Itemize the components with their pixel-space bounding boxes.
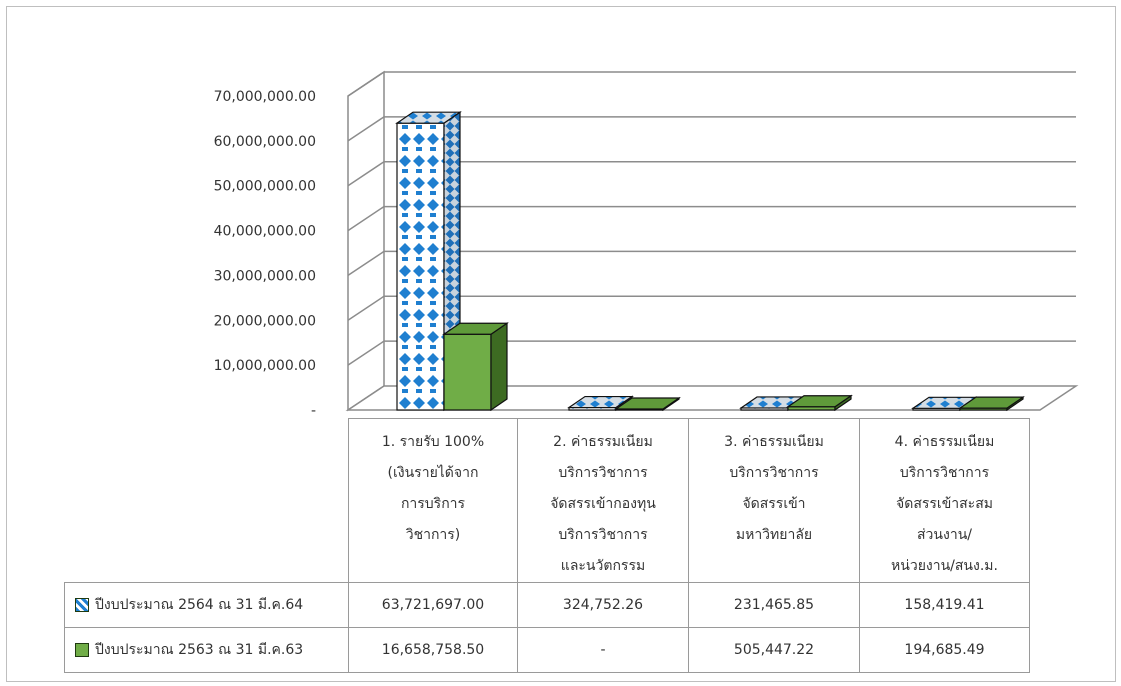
gridline [347,116,1076,142]
category-label-line: บริการวิชาการ [558,465,648,481]
series-name: ปีงบประมาณ 2563 ณ 31 มี.ค.63 [95,642,304,658]
gridlines [345,70,1079,412]
data-label: 158,419.41 [859,582,1030,628]
bars [395,111,1025,412]
bar [442,322,509,412]
series-name: ปีงบประมาณ 2564 ณ 31 มี.ค.64 [95,597,304,613]
category-label-2: 2. ค่าธรรมเนียม บริการวิชาการ จัดสรรเข้ากอ… [517,418,689,583]
corner-cell [64,418,349,583]
category-label-line: ส่วนงาน/ [917,527,972,543]
category-label-line: และนวัตกรรม [560,558,646,574]
gridline [347,250,1076,277]
legend-key-2564 [75,598,89,612]
data-label: 231,465.85 [688,582,860,628]
bar-top [614,397,681,410]
category-label-1: 1. รายรับ 100% (เงินรายได้จากการบริการวิช… [348,418,518,583]
data-label: - [517,627,689,673]
category-label-line: 4. ค่าธรรมเนียม [894,434,995,450]
gridline [347,205,1076,232]
table-row: ปีงบประมาณ 2564 ณ 31 มี.ค.64 63,721,697.… [64,582,1030,628]
bar-top [442,322,509,335]
gridline [347,340,1076,366]
category-header-row: 1. รายรับ 100% (เงินรายได้จากการบริการวิช… [64,418,1030,583]
gridline [347,71,1076,97]
category-label-line: มหาวิทยาลัย [735,527,813,543]
category-label-line: บริการวิชาการ [899,465,990,481]
y-tick-label: - [311,403,316,419]
category-label-line: (เงินรายได้จาก [387,465,479,481]
series-label-2564: ปีงบประมาณ 2564 ณ 31 มี.ค.64 [64,582,349,628]
data-label: 324,752.26 [517,582,689,628]
data-label: 194,685.49 [859,627,1030,673]
category-label-line: 2. ค่าธรรมเนียม [553,434,653,450]
y-tick-label: 10,000,000.00 [214,358,316,374]
y-tick-label: 30,000,000.00 [214,268,316,284]
bar [958,395,1025,412]
table-row: ปีงบประมาณ 2563 ณ 31 มี.ค.63 16,658,758.… [64,627,1030,673]
category-label-line: บริการวิชาการ [729,465,819,481]
data-label: 505,447.22 [688,627,860,673]
bar [786,394,853,412]
category-label-line: บริการวิชาการ [558,527,648,543]
bar-top [958,396,1025,409]
y-tick-label: 70,000,000.00 [214,89,316,105]
category-label-line: วิชาการ) [405,527,461,543]
bar-side [490,322,508,412]
legend-key-2563 [75,643,89,657]
category-label-line: จัดสรรเข้ากองทุน [550,496,656,512]
y-tick-label: 50,000,000.00 [214,179,316,195]
gridline [347,160,1076,187]
category-label-4: 4. ค่าธรรมเนียมบริการวิชาการจัดสรรเข้าสะ… [859,418,1030,583]
gridline [347,295,1076,321]
bar-top [395,111,462,124]
bar-top [567,395,634,409]
bar [395,111,462,412]
category-label-line: 3. ค่าธรรมเนียม [724,434,824,450]
category-label-line: 1. รายรับ 100% [381,434,485,450]
side-wall [347,70,385,412]
data-label: 16,658,758.50 [348,627,518,673]
data-label: 63,721,697.00 [348,582,518,628]
y-tick-label: 20,000,000.00 [214,313,316,329]
category-label-line: การบริการ [400,496,466,512]
series-label-2563: ปีงบประมาณ 2563 ณ 31 มี.ค.63 [64,627,349,673]
bar [614,396,681,412]
chart-frame [6,6,1116,682]
bar-front [396,122,445,411]
y-tick-label: 60,000,000.00 [214,134,316,150]
category-label-line: จัดสรรเข้าสะสม [896,496,993,512]
data-table: 1. รายรับ 100% (เงินรายได้จากการบริการวิช… [64,418,1030,673]
category-label-line: หน่วยงาน/สนง.ม. [891,558,998,574]
category-label-line: จัดสรรเข้า [742,496,806,512]
y-tick-label: 40,000,000.00 [214,224,316,240]
bar-top [786,395,853,408]
category-label-3: 3. ค่าธรรมเนียมบริการวิชาการจัดสรรเข้ามห… [688,418,860,583]
bar-front [443,333,492,411]
y-axis: - 10,000,000.00 20,000,000.00 30,000,000.00… [214,89,316,419]
